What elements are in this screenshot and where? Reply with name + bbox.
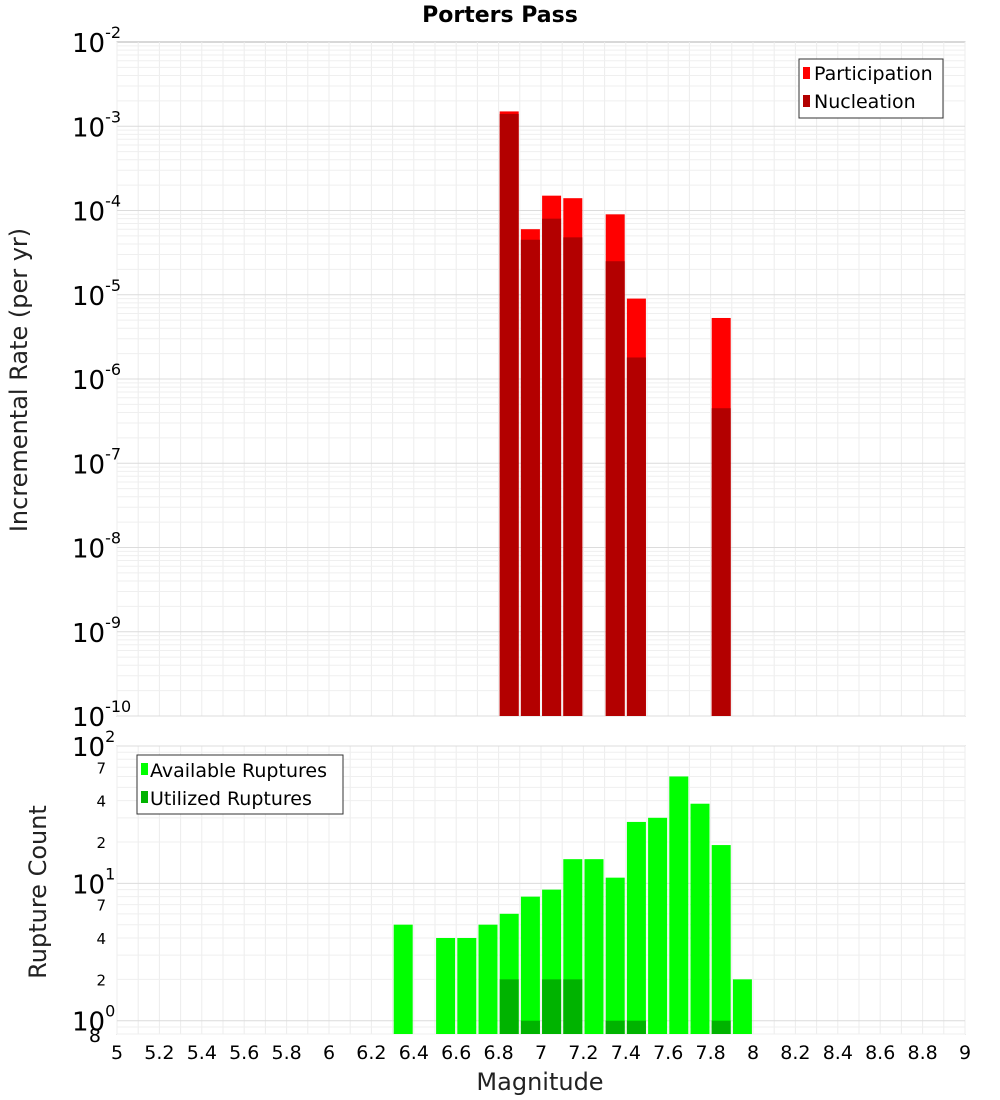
x-tick-label: 8.6 — [865, 1042, 895, 1064]
x-tick-label: 8.4 — [823, 1042, 853, 1064]
x-axis-label: Magnitude — [476, 1068, 603, 1096]
available-ruptures-bar — [669, 776, 689, 1034]
y-minor-tick-label: 4 — [96, 793, 106, 811]
y-tick-label: 10-9 — [72, 613, 121, 649]
utilized-legend-label: Utilized Ruptures — [150, 788, 312, 810]
available-ruptures-bar — [732, 979, 752, 1034]
x-tick-label: 8.2 — [780, 1042, 810, 1064]
available-ruptures-bar — [690, 803, 710, 1034]
nucleation-legend-swatch — [803, 95, 810, 107]
rupture-plot-y-axis-label: Rupture Count — [24, 805, 52, 979]
nucleation-bar — [499, 113, 519, 716]
rupture-plot-bars — [393, 776, 752, 1034]
utilized-ruptures-bar — [542, 979, 562, 1034]
available-legend-label: Available Ruptures — [150, 760, 327, 782]
y-minor-tick-label: 2 — [96, 971, 106, 989]
x-tick-label: 5.8 — [271, 1042, 301, 1064]
x-tick-label: 5.2 — [144, 1042, 174, 1064]
x-tick-label: 5.6 — [229, 1042, 259, 1064]
utilized-ruptures-bar — [605, 1020, 625, 1034]
x-tick-label: 5.4 — [187, 1042, 217, 1064]
rate-plot: Porters Pass 10-210-310-410-510-610-710-… — [5, 3, 966, 733]
available-ruptures-bar — [711, 845, 731, 1034]
rupture-plot-legend: Available Ruptures Utilized Ruptures — [136, 754, 344, 815]
y-minor-tick-label: 8 — [89, 1025, 101, 1047]
y-tick-label: 10-10 — [72, 697, 131, 733]
nucleation-bar — [520, 239, 540, 716]
utilized-ruptures-bar — [711, 1020, 731, 1034]
y-tick-label: 100 — [72, 1002, 115, 1038]
utilized-ruptures-bar — [563, 979, 583, 1034]
y-tick-label: 10-5 — [72, 276, 121, 312]
x-tick-label: 8 — [747, 1042, 759, 1064]
nucleation-bar — [542, 218, 562, 716]
rate-plot-y-axis-label: Incremental Rate (per yr) — [5, 228, 33, 532]
x-axis-ticks: 5 5.2 5.4 5.6 5.8 6 6.2 6.4 6.6 6.8 7 7.2 7.4 7.6 7.8 8… — [111, 1042, 971, 1064]
available-ruptures-bar — [393, 924, 413, 1034]
rate-plot-bars — [499, 111, 731, 717]
rupture-plot: 102 101 100 7 4 2 7 4 2 8 5 5.2 5.4 5.6 5.8 6 6.2 6.4 6.6… — [24, 727, 971, 1096]
nucleation-bar — [711, 408, 731, 716]
y-tick-label: 10-2 — [72, 23, 121, 59]
y-tick-label: 10-6 — [72, 360, 121, 396]
rate-plot-grid — [116, 42, 966, 717]
y-tick-label: 10-4 — [72, 192, 121, 228]
available-ruptures-bar — [584, 859, 604, 1034]
participation-legend-swatch — [803, 67, 810, 79]
y-tick-label: 101 — [72, 864, 115, 900]
nucleation-bar — [563, 237, 583, 717]
available-ruptures-bar — [626, 821, 646, 1034]
nucleation-bar — [626, 357, 646, 716]
available-ruptures-bar — [457, 938, 477, 1034]
utilized-ruptures-bar — [520, 1020, 540, 1034]
x-tick-label: 7.2 — [568, 1042, 598, 1064]
available-ruptures-bar — [648, 817, 668, 1034]
available-ruptures-bar — [436, 938, 456, 1034]
y-tick-label: 10-3 — [72, 107, 121, 143]
utilized-ruptures-bar — [499, 979, 519, 1034]
x-tick-label: 6.6 — [441, 1042, 471, 1064]
available-legend-swatch — [141, 763, 148, 775]
x-tick-label: 8.8 — [907, 1042, 937, 1064]
rate-legend-box — [798, 58, 944, 119]
x-tick-label: 7 — [535, 1042, 547, 1064]
nucleation-bar — [605, 261, 625, 716]
x-tick-label: 7.8 — [695, 1042, 725, 1064]
x-tick-label: 7.6 — [653, 1042, 683, 1064]
chart-title: Porters Pass — [422, 3, 578, 28]
y-minor-tick-label: 4 — [96, 930, 106, 948]
rupture-legend-box — [136, 754, 344, 815]
y-minor-tick-label: 7 — [96, 897, 106, 915]
utilized-ruptures-bar — [626, 1020, 646, 1034]
y-minor-tick-label: 2 — [96, 834, 106, 852]
available-ruptures-bar — [478, 924, 498, 1034]
x-tick-label: 6.2 — [356, 1042, 386, 1064]
x-tick-label: 6.4 — [399, 1042, 429, 1064]
y-tick-label: 102 — [72, 727, 115, 763]
available-ruptures-bar — [520, 896, 540, 1034]
x-tick-label: 9 — [959, 1042, 971, 1064]
y-tick-label: 10-7 — [72, 444, 121, 480]
y-tick-label: 10-8 — [72, 529, 121, 565]
x-tick-label: 5 — [111, 1042, 123, 1064]
y-minor-tick-label: 7 — [96, 759, 106, 777]
x-tick-label: 7.4 — [611, 1042, 641, 1064]
utilized-legend-swatch — [141, 791, 148, 803]
rate-plot-legend: Participation Nucleation — [798, 58, 944, 119]
participation-legend-label: Participation — [814, 63, 933, 85]
x-tick-label: 6.8 — [483, 1042, 513, 1064]
rate-plot-y-ticks: 10-2 10-3 10-4 10-5 10-6 10-7 10-8 10-9 10-10 — [72, 23, 131, 733]
x-tick-label: 6 — [323, 1042, 335, 1064]
available-ruptures-bar — [605, 877, 625, 1034]
rupture-plot-y-ticks: 102 101 100 7 4 2 7 4 2 8 — [72, 727, 115, 1047]
nucleation-legend-label: Nucleation — [814, 91, 916, 113]
